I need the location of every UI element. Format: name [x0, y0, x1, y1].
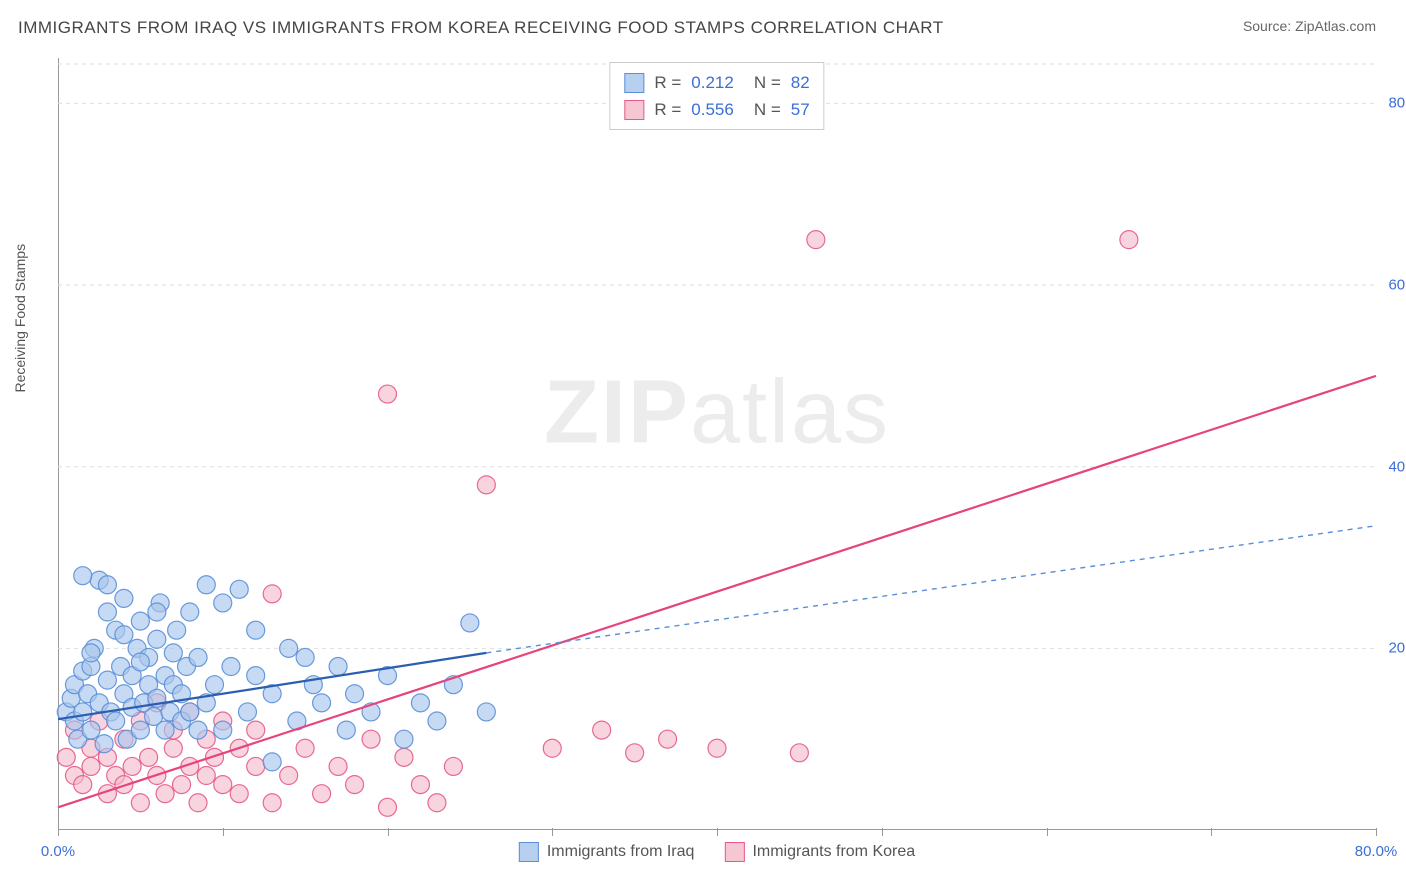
swatch-iraq: [519, 842, 539, 862]
r-label: R =: [654, 69, 681, 96]
legend-label-korea: Immigrants from Korea: [752, 843, 915, 861]
correlation-legend: R = 0.212 N = 82 R = 0.556 N = 57: [609, 62, 824, 130]
x-tick: [388, 828, 389, 836]
x-tick: [1047, 828, 1048, 836]
x-tick: [1376, 828, 1377, 836]
series-legend: Immigrants from Iraq Immigrants from Kor…: [519, 842, 915, 862]
r-value-korea: 0.556: [691, 96, 734, 123]
legend-label-iraq: Immigrants from Iraq: [547, 843, 695, 861]
swatch-iraq: [624, 73, 644, 93]
x-tick: [223, 828, 224, 836]
r-value-iraq: 0.212: [691, 69, 734, 96]
x-tick: [717, 828, 718, 836]
r-label: R =: [654, 96, 681, 123]
legend-row-korea: R = 0.556 N = 57: [624, 96, 809, 123]
chart-header: IMMIGRANTS FROM IRAQ VS IMMIGRANTS FROM …: [0, 0, 1406, 48]
x-tick: [1211, 828, 1212, 836]
x-tick-label: 0.0%: [41, 843, 75, 860]
legend-row-iraq: R = 0.212 N = 82: [624, 69, 809, 96]
y-axis-label: Receiving Food Stamps: [12, 244, 28, 393]
x-tick: [58, 828, 59, 836]
legend-item-iraq: Immigrants from Iraq: [519, 842, 695, 862]
n-value-iraq: 82: [791, 69, 810, 96]
source-label: Source:: [1243, 18, 1295, 34]
source-attribution: Source: ZipAtlas.com: [1243, 18, 1376, 34]
n-label: N =: [754, 69, 781, 96]
n-value-korea: 57: [791, 96, 810, 123]
x-tick: [882, 828, 883, 836]
y-tick-label: 40.0%: [1388, 458, 1406, 475]
plot-region: ZIPatlas 20.0%40.0%60.0%80.0%0.0%80.0% R…: [58, 58, 1376, 830]
legend-item-korea: Immigrants from Korea: [724, 842, 915, 862]
n-label: N =: [754, 96, 781, 123]
x-tick-label: 80.0%: [1355, 843, 1398, 860]
y-tick-label: 80.0%: [1388, 95, 1406, 112]
y-tick-label: 60.0%: [1388, 277, 1406, 294]
chart-title: IMMIGRANTS FROM IRAQ VS IMMIGRANTS FROM …: [18, 18, 944, 38]
scatter-plot-svg: [58, 58, 1376, 830]
source-value: ZipAtlas.com: [1295, 18, 1376, 34]
swatch-korea: [724, 842, 744, 862]
x-tick: [552, 828, 553, 836]
y-tick-label: 20.0%: [1388, 640, 1406, 657]
swatch-korea: [624, 100, 644, 120]
chart-area: Receiving Food Stamps ZIPatlas 20.0%40.0…: [58, 58, 1376, 830]
